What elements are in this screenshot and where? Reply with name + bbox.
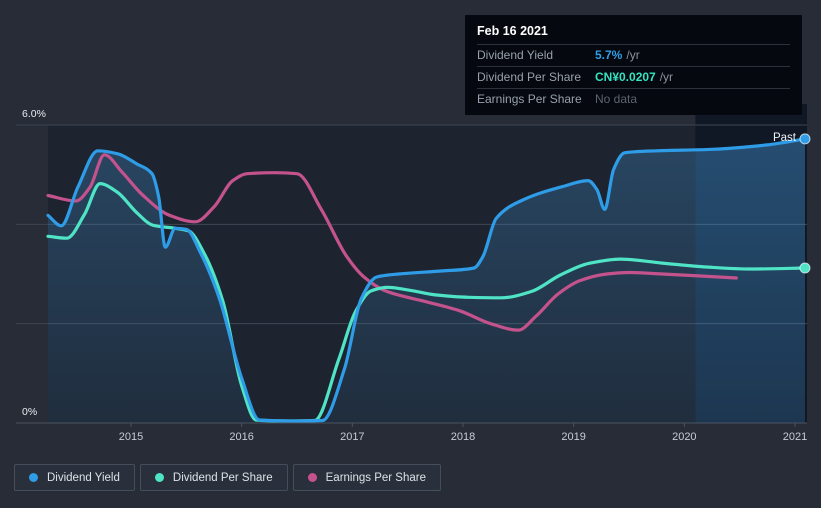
tooltip-row-value: CN¥0.0207/yr — [595, 70, 674, 84]
legend-dot-icon — [154, 473, 164, 482]
legend-item-dividend-yield[interactable]: Dividend Yield — [14, 464, 135, 491]
x-axis-label: 2016 — [229, 431, 253, 443]
tooltip-row-earnings-per-share: Earnings Per Share No data — [477, 88, 790, 110]
series-end-marker-dividend-yield — [799, 133, 811, 145]
past-label: Past — [773, 132, 797, 144]
legend-dot-icon — [307, 473, 317, 482]
tooltip-row-label: Earnings Per Share — [477, 92, 582, 106]
area-fill — [48, 138, 805, 423]
tooltip-row-value: No data — [595, 92, 638, 106]
tooltip-row-dividend-yield: Dividend Yield 5.7%/yr — [477, 44, 790, 66]
y-axis-label-bottom: 0% — [22, 406, 37, 418]
x-axis-label: 2015 — [119, 431, 143, 443]
chart-legend: Dividend Yield Dividend Per Share Earnin… — [14, 464, 441, 491]
legend-item-dividend-per-share[interactable]: Dividend Per Share — [139, 464, 288, 491]
tooltip-date: Feb 16 2021 — [477, 24, 548, 38]
tooltip-row-label: Dividend Yield — [477, 48, 554, 62]
x-axis-label: 2018 — [451, 431, 475, 443]
legend-item-label: Earnings Per Share — [325, 471, 426, 484]
series-line-dividend-yield — [46, 137, 807, 423]
legend-item-earnings-per-share[interactable]: Earnings Per Share — [292, 464, 441, 491]
legend-dot-icon — [29, 473, 38, 482]
series-line-earnings-per-share — [46, 153, 738, 332]
tooltip-row-value: 5.7%/yr — [595, 48, 640, 62]
x-axis-label: 2017 — [340, 431, 364, 443]
legend-item-label: Dividend Yield — [47, 471, 120, 484]
x-axis-label: 2019 — [561, 431, 585, 443]
chart-tooltip: Feb 16 2021 Dividend Yield 5.7%/yr Divid… — [465, 15, 802, 115]
past-area-fill — [695, 138, 805, 423]
tooltip-row-dividend-per-share: Dividend Per Share CN¥0.0207/yr — [477, 66, 790, 88]
series-end-marker-dividend-per-share — [799, 262, 811, 274]
x-axis-label: 2021 — [783, 431, 807, 443]
y-axis-label-top: 6.0% — [22, 108, 46, 120]
tooltip-row-label: Dividend Per Share — [477, 70, 582, 84]
x-axis-label: 2020 — [672, 431, 696, 443]
series-line-dividend-per-share — [46, 182, 807, 423]
legend-item-label: Dividend Per Share — [172, 471, 273, 484]
